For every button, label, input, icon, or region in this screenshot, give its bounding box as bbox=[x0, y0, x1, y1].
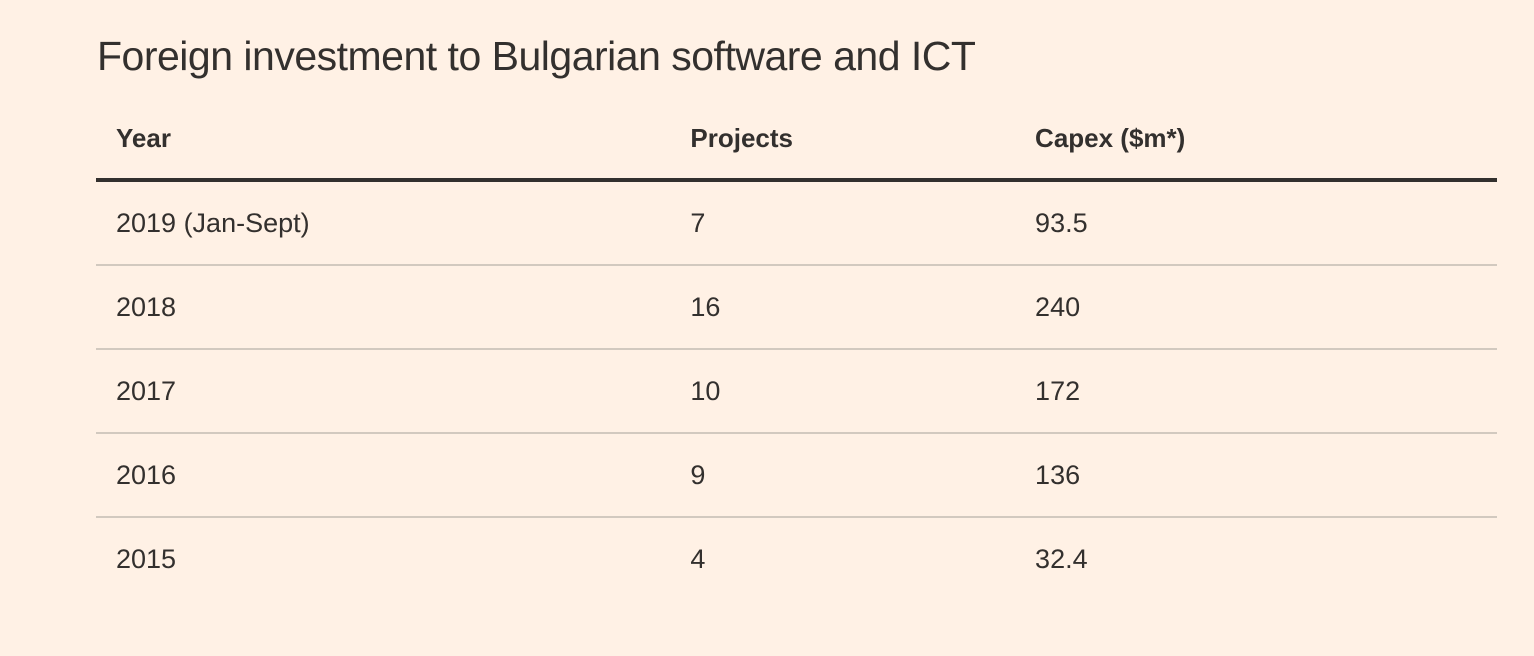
column-header-projects: Projects bbox=[670, 98, 1016, 182]
cell-capex: 93.5 bbox=[1015, 180, 1497, 266]
data-table: Year Projects Capex ($m*) 2019 (Jan-Sept… bbox=[96, 98, 1497, 600]
cell-year: 2019 (Jan-Sept) bbox=[96, 180, 671, 266]
table-row: 2018 16 240 bbox=[96, 265, 1497, 350]
cell-capex: 136 bbox=[1015, 433, 1497, 518]
table-row: 2019 (Jan-Sept) 7 93.5 bbox=[96, 180, 1497, 266]
cell-projects: 7 bbox=[670, 180, 1016, 266]
cell-year: 2017 bbox=[96, 349, 671, 434]
cell-year: 2016 bbox=[96, 433, 671, 518]
cell-projects: 10 bbox=[670, 349, 1016, 434]
cell-projects: 16 bbox=[670, 265, 1016, 350]
column-header-year: Year bbox=[96, 98, 671, 182]
cell-capex: 240 bbox=[1015, 265, 1497, 350]
header-row: Year Projects Capex ($m*) bbox=[96, 98, 1497, 182]
page-title: Foreign investment to Bulgarian software… bbox=[97, 33, 976, 79]
cell-capex: 32.4 bbox=[1035, 543, 1088, 574]
table-header: Year Projects Capex ($m*) bbox=[96, 98, 1497, 182]
table-body: 2019 (Jan-Sept) 7 93.5 2018 16 240 2017 … bbox=[96, 180, 1497, 600]
cell-projects: 4 bbox=[690, 543, 706, 574]
column-header-capex: Capex ($m*) bbox=[1015, 98, 1497, 182]
cell-year: 2015 bbox=[116, 543, 177, 574]
investment-table-graphic: Foreign investment to Bulgarian software… bbox=[96, 0, 1497, 600]
table-row: 2016 9 136 bbox=[96, 433, 1497, 518]
cell-capex: 172 bbox=[1015, 349, 1497, 434]
table-row: 2017 10 172 bbox=[96, 349, 1497, 434]
cell-year: 2018 bbox=[96, 265, 671, 350]
cell-projects: 9 bbox=[670, 433, 1016, 518]
table-row: 2015 4 32.4 bbox=[96, 517, 1497, 600]
